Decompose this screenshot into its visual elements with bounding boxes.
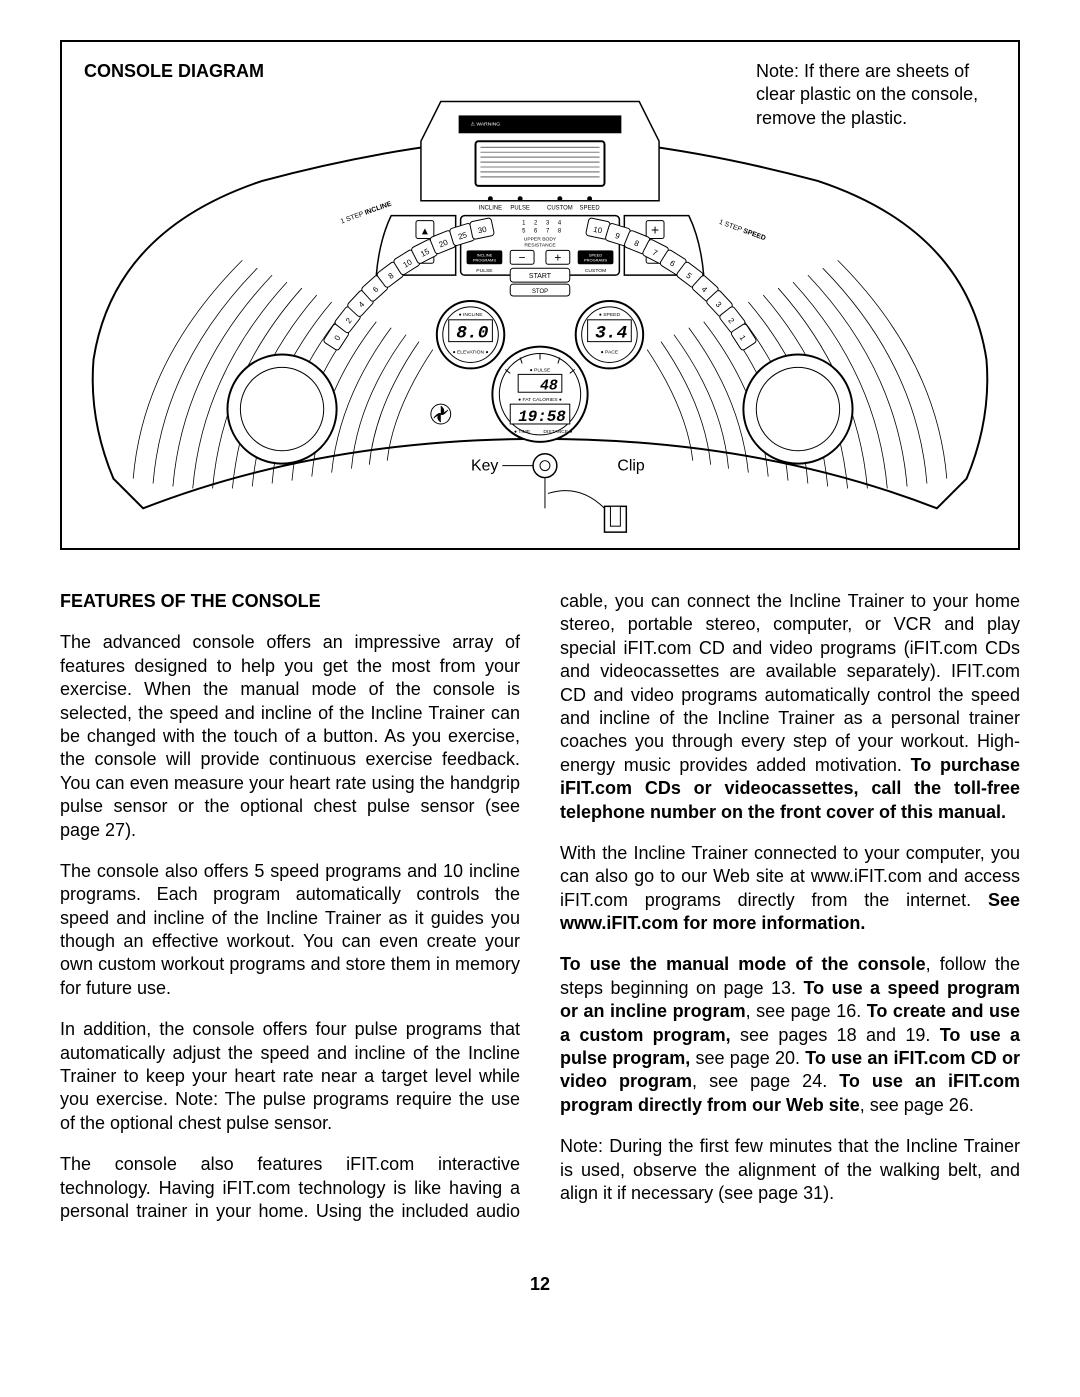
svg-text:● FAT CALORIES ●: ● FAT CALORIES ● [518, 397, 562, 403]
svg-text:2: 2 [534, 221, 537, 227]
svg-text:START: START [529, 273, 552, 280]
svg-text:STOP: STOP [532, 289, 548, 295]
para-6: To use the manual mode of the console, f… [560, 953, 1020, 1117]
svg-text:8.0: 8.0 [456, 324, 488, 344]
svg-text:PROGRAMS: PROGRAMS [584, 257, 607, 262]
svg-text:48: 48 [540, 378, 558, 394]
svg-text:CUSTOM: CUSTOM [547, 206, 573, 212]
body-text: FEATURES OF THE CONSOLE The advanced con… [60, 590, 1020, 1223]
svg-text:RESISTANCE: RESISTANCE [524, 242, 556, 248]
svg-text:● SPEED: ● SPEED [599, 312, 621, 318]
features-heading: FEATURES OF THE CONSOLE [60, 590, 520, 613]
svg-text:UPPER BODY: UPPER BODY [524, 236, 557, 242]
svg-text:PULSE: PULSE [510, 206, 530, 212]
svg-text:CUSTOM: CUSTOM [585, 268, 606, 274]
svg-text:INCLINE: INCLINE [479, 206, 502, 212]
para-2: The console also offers 5 speed programs… [60, 860, 520, 1000]
page-number: 12 [60, 1273, 1020, 1296]
svg-text:+: + [651, 221, 659, 237]
svg-text:PROGRAMS: PROGRAMS [473, 257, 496, 262]
svg-text:SPEED: SPEED [580, 206, 600, 212]
svg-text:19:58: 19:58 [518, 408, 566, 426]
svg-text:● ELEVATION ●: ● ELEVATION ● [453, 350, 489, 356]
svg-text:● INCLINE: ● INCLINE [459, 312, 484, 318]
para-5: With the Incline Trainer connected to yo… [560, 842, 1020, 936]
svg-text:+: + [554, 250, 561, 264]
key-label: Key [471, 458, 498, 475]
console-illustration: ⚠ WARNING INCLINE PULSE CUSTOM SPEED 1 2… [62, 42, 1018, 548]
svg-text:7: 7 [546, 228, 549, 234]
svg-text:● PULSE: ● PULSE [530, 367, 551, 373]
svg-text:PULSE: PULSE [476, 268, 493, 274]
svg-text:−: − [519, 250, 526, 264]
clip-label: Clip [617, 458, 645, 475]
warning-text: ⚠ WARNING [471, 121, 501, 127]
para-3: In addition, the console offers four pul… [60, 1018, 520, 1135]
para-7: Note: During the first few minutes that … [560, 1135, 1020, 1205]
svg-text:3.4: 3.4 [595, 324, 627, 344]
svg-text:DISTANCE ●: DISTANCE ● [543, 429, 572, 435]
para-1: The advanced console offers an impressiv… [60, 631, 520, 842]
svg-text:● TIME: ● TIME [514, 429, 531, 435]
svg-text:● PACE: ● PACE [601, 350, 619, 356]
console-diagram-box: CONSOLE DIAGRAM Note: If there are sheet… [60, 40, 1020, 550]
svg-text:▴: ▴ [422, 223, 428, 237]
